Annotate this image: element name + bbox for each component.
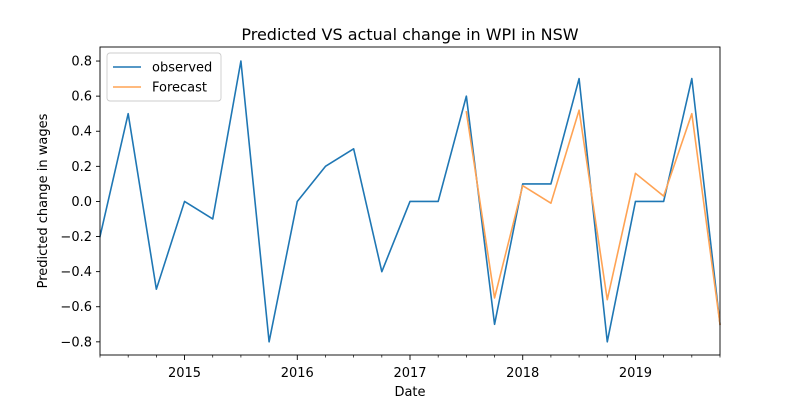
x-tick-label: 2018: [506, 366, 539, 381]
y-axis-label: Predicted change in wages: [36, 113, 51, 288]
legend-label-observed: observed: [152, 61, 212, 76]
x-axis-label: Date: [394, 385, 425, 400]
chart-title: Predicted VS actual change in WPI in NSW: [241, 25, 578, 44]
legend-box: [106, 52, 222, 102]
legend-label-forecast: Forecast: [152, 81, 207, 96]
y-tick-label: 0.2: [71, 160, 92, 175]
y-tick-label: 0.4: [71, 125, 92, 140]
series-layer: [99, 60, 721, 343]
y-tick-label: −0.8: [60, 335, 92, 350]
x-tick-label: 2019: [619, 366, 652, 381]
y-tick-label: 0.6: [71, 90, 92, 105]
y-tick-label: 0.0: [71, 195, 92, 210]
legend: observed Forecast: [106, 52, 222, 102]
y-tick-label: −0.4: [60, 265, 92, 280]
axes-layer: −0.8 −0.6 −0.4 −0.2 0.0 0.2 0.4 0.6 0.8 2015 2016 2…: [60, 46, 721, 381]
x-tick-label: 2015: [168, 366, 201, 381]
x-tick-label: 2016: [281, 366, 314, 381]
y-tick-label: 0.8: [71, 55, 92, 70]
x-tick-label: 2017: [393, 366, 426, 381]
y-tick-label: −0.2: [60, 230, 92, 245]
series-line-observed: [99, 60, 721, 343]
series-line-forecast: [465, 109, 721, 326]
y-tick-label: −0.6: [60, 300, 92, 315]
